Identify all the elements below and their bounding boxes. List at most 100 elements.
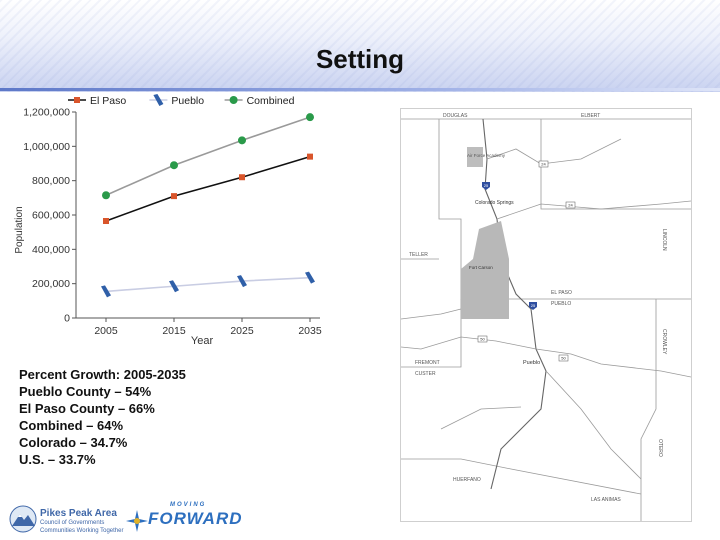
map-shield-i25-south: 25 [529,302,537,310]
region-map: DOUGLAS ELBERT Air Force Academy Colorad… [400,108,692,522]
growth-us: U.S. – 33.7% [19,452,96,467]
svg-text:25: 25 [531,303,536,308]
map-label-crowley: CROWLEY [661,329,667,355]
ppa-subtitle: Council of Governments [40,520,105,526]
y-tick-label: 1,200,000 [23,107,70,119]
map-label-huerfano: HUERFANO [453,477,481,483]
moving-forward-small-text: MOVING [170,502,207,508]
moving-forward-big-text: FORWARD [148,509,243,528]
map-road-us50-west [400,336,537,350]
map-boundary-fremont [401,299,462,368]
population-line-chart: El Paso Pueblo Combined 0 200,000 400,000 600… [14,94,322,347]
growth-summary: Percent Growth: 2005-2035 Pueblo County … [19,366,319,468]
footer-logos: Pikes Peak Area Council of Governments C… [8,500,248,536]
legend-label-pueblo: Pueblo [171,95,204,107]
x-axis-label: Year [191,335,214,347]
y-tick-label: 800,000 [32,175,70,187]
data-point-combined [238,136,246,145]
data-point-combined [306,113,314,122]
map-area-fort-carson [461,221,509,319]
data-point-pueblo [101,285,111,298]
map-road-southwest [440,406,522,430]
legend-marker-combined [229,96,238,104]
y-tick-label: 200,000 [32,278,70,290]
svg-text:24: 24 [541,162,546,167]
map-boundary-las-animas [510,468,642,495]
chart-series-layer [101,113,315,298]
map-label-teller: TELLER [409,252,428,258]
map-drawing: DOUGLAS ELBERT Air Force Academy Colorad… [400,113,692,521]
series-line-pueblo [105,276,311,293]
map-boundary-elpaso-east [540,119,691,210]
data-point-pueblo [305,271,315,284]
map-label-colorado-springs: Colorado Springs [475,200,514,206]
x-tick-label: 2015 [162,325,186,337]
map-shield-i25-north: 25 [482,182,490,190]
x-tick-label: 2005 [94,325,118,337]
growth-el-paso: El Paso County – 66% [19,401,155,416]
map-area-air-force-academy [467,147,483,167]
y-tick-label: 400,000 [32,244,70,256]
header-rule [0,88,720,91]
data-point-combined [102,191,110,200]
legend-marker-el-paso [74,97,80,103]
map-shield-us50-east: 50 [558,354,569,362]
map-label-elbert: ELBERT [581,113,600,119]
y-tick-label: 600,000 [32,210,70,222]
map-road-southeast [545,370,642,480]
y-tick-label: 0 [64,313,70,325]
map-label-las-animas: LAS ANIMAS [591,497,621,503]
ppa-logo: Pikes Peak Area Council of Governments C… [8,502,133,536]
map-boundary-huerfano [401,458,512,470]
ppa-tagline: Communities Working Together [40,528,124,534]
map-shield-us24-north: 24 [538,160,549,168]
y-tick-label: 1,000,000 [23,141,70,153]
legend-marker-pueblo [153,94,164,106]
svg-text:24: 24 [568,203,573,208]
growth-colorado: Colorado – 34.7% [19,435,128,450]
map-road-west [400,308,462,320]
header-texture [0,0,720,92]
map-label-pueblo-city: Pueblo [523,360,540,366]
ppa-name: Pikes Peak Area [40,508,117,519]
x-tick-label: 2035 [298,325,322,337]
x-tick-label: 2025 [230,325,254,337]
growth-pueblo: Pueblo County – 54% [19,384,152,399]
series-line-el-paso [105,155,311,222]
legend-label-combined: Combined [247,95,295,107]
data-point-combined [170,161,178,170]
map-road-north [486,138,622,165]
map-label-douglas: DOUGLAS [443,113,468,119]
map-label-otero: OTERO [657,439,663,457]
data-point-pueblo [237,275,247,288]
chart-legend: El Paso Pueblo Combined [68,94,295,107]
map-label-lincoln: LINCOLN [661,229,667,251]
data-point-el-paso [307,153,313,160]
map-road-us24 [496,200,692,220]
chart-axes: 0 200,000 400,000 600,000 800,000 1,000,000 1,… [23,107,322,338]
data-point-el-paso [103,218,109,225]
svg-text:25: 25 [484,183,489,188]
map-label-el-paso: EL PASO [551,290,572,296]
map-label-fremont: FREMONT [415,360,440,366]
svg-text:50: 50 [480,337,485,342]
slide-title: Setting [315,44,405,74]
map-shield-us50-west: 50 [477,335,488,343]
header-band [0,0,720,92]
map-label-air-force-academy: Air Force Academy [467,153,506,158]
series-line-combined [105,116,311,196]
map-label-custer: CUSTER [415,371,436,377]
ppa-mountain-icon [9,505,37,533]
data-point-el-paso [171,193,177,200]
map-label-pueblo-county: PUEBLO [551,301,571,307]
growth-heading: Percent Growth: 2005-2035 [19,367,186,382]
map-shield-us24-east: 24 [565,201,576,209]
map-road-us50-east [535,348,692,378]
data-point-el-paso [239,174,245,181]
svg-text:50: 50 [561,356,566,361]
map-boundary-crowley [640,299,657,521]
growth-combined: Combined – 64% [19,418,124,433]
y-axis-label: Population [14,206,25,253]
data-point-pueblo [169,280,179,293]
moving-forward-logo: MOVING FORWARD [126,502,244,536]
